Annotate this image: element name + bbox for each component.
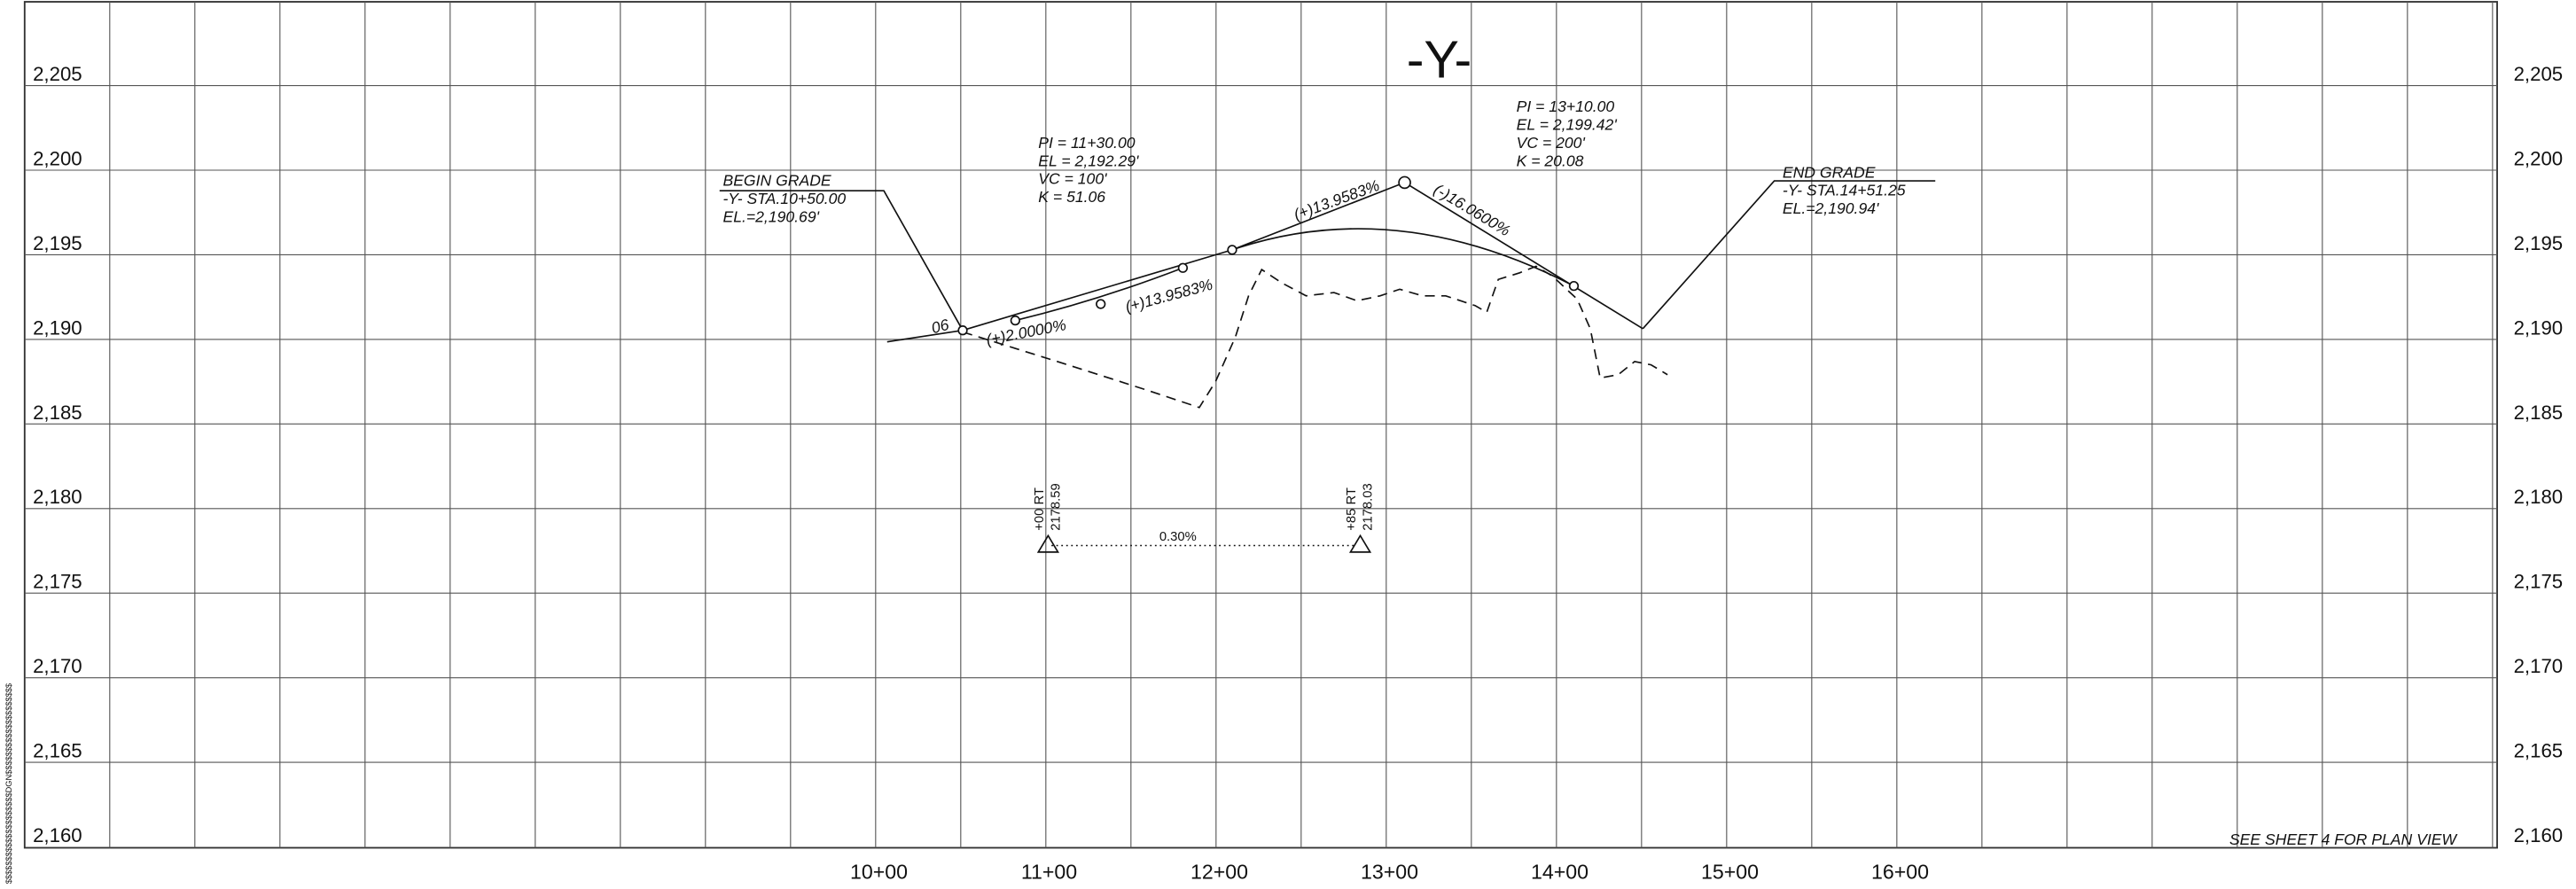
elevation-label: 2,190 <box>2514 316 2564 339</box>
culvert: 0.30% +00 RT 2178.59 +85 RT 2178.03 <box>1033 483 1376 553</box>
pi-info: VC = 100' <box>1038 170 1107 188</box>
point <box>1227 245 1237 255</box>
end-leader <box>1642 180 1936 330</box>
pi-info: K = 51.06 <box>1038 188 1105 206</box>
station-label: 10+00 <box>850 861 908 884</box>
elevation-label: 2,195 <box>2514 232 2564 254</box>
vertical-curve <box>1015 267 1183 322</box>
elevation-label: 2,200 <box>2514 147 2564 169</box>
labels: 2,205 2,205 2,200 2,200 2,195 2,195 2,190 2,190… <box>33 63 2563 884</box>
station-label: 14+00 <box>1531 861 1589 884</box>
note: SEE SHEET 4 FOR PLAN VIEW <box>2229 831 2458 848</box>
elevation-label: 2,180 <box>33 486 82 508</box>
culvert-label: 2178.03 <box>1362 483 1376 531</box>
pi-info: VC = 200' <box>1517 134 1586 152</box>
label: 06 <box>930 316 951 337</box>
border <box>23 1 2498 849</box>
begin-grade: EL.=2,190.69' <box>722 207 819 225</box>
elevation-label: 2,175 <box>33 571 82 593</box>
elevation-label: 2,170 <box>33 655 82 677</box>
vertical-curve <box>1231 228 1574 287</box>
point <box>1568 281 1580 292</box>
elevation-label: 2,160 <box>2514 824 2564 846</box>
culvert-label: +85 RT <box>1345 487 1359 531</box>
begin-leader <box>719 190 964 331</box>
elevation-label: 2,185 <box>33 402 82 424</box>
elevation-label: 2,190 <box>33 316 82 339</box>
grade-label: (+)13.9583% <box>1123 276 1214 316</box>
point <box>1010 315 1021 326</box>
grade-label: (-)16.0600% <box>1431 180 1513 239</box>
profile <box>719 175 1936 409</box>
pi-info: EL = 2,192.29' <box>1038 152 1139 169</box>
begin-grade: -Y- STA.10+50.00 <box>722 190 846 207</box>
station-label: 11+00 <box>1021 861 1077 884</box>
elevation-label: 2,170 <box>2514 655 2564 677</box>
elevation-label: 2,205 <box>2514 63 2564 85</box>
elevation-label: 2,160 <box>33 824 82 846</box>
begin-grade: BEGIN GRADE <box>722 172 831 190</box>
culvert-label: +00 RT <box>1033 487 1047 531</box>
end-grade: -Y- STA.14+51.25 <box>1783 182 1906 199</box>
point <box>1096 299 1106 309</box>
pi-info: PI = 13+10.00 <box>1517 97 1615 115</box>
pi-point <box>1398 175 1411 190</box>
elevation-label: 2,180 <box>2514 486 2564 508</box>
point <box>1177 262 1189 273</box>
grade-line <box>962 181 1643 331</box>
elevation-label: 2,200 <box>33 147 82 169</box>
slope: 0.30% <box>1159 530 1197 544</box>
elevation-label: 2,205 <box>33 63 82 85</box>
title: -Y- <box>1407 29 1472 89</box>
elevation-label: 2,165 <box>33 740 82 762</box>
station-label: 15+00 <box>1701 861 1759 884</box>
pi-info: PI = 11+30.00 <box>1038 134 1135 152</box>
station-label: 16+00 <box>1871 861 1929 884</box>
end-grade: EL.=2,190.94' <box>1783 199 1879 217</box>
pi-info: K = 20.08 <box>1517 152 1584 169</box>
elevation-label: 2,165 <box>2514 740 2564 762</box>
marker <box>1348 534 1372 553</box>
elevation-label: 2,195 <box>33 232 82 254</box>
elevation-label: 2,185 <box>2514 402 2564 424</box>
culvert-label: 2178.59 <box>1049 483 1063 531</box>
station-label: 12+00 <box>1190 861 1248 884</box>
begin-tie <box>886 329 964 343</box>
elevation-label: 2,175 <box>2514 571 2564 593</box>
existing-ground <box>962 265 1668 409</box>
station-label: 13+00 <box>1361 861 1418 884</box>
end-grade: END GRADE <box>1783 163 1876 181</box>
grade-label: (+)13.9583% <box>1292 176 1382 223</box>
point <box>957 325 968 336</box>
grid <box>23 1 2498 849</box>
pi-info: EL = 2,199.42' <box>1517 116 1618 134</box>
margin-text: $$$$$$$$$$$$$$$$$$$$DGN$$$$$$$$$$$$$$$$$… <box>4 683 13 884</box>
marker <box>1036 534 1060 553</box>
